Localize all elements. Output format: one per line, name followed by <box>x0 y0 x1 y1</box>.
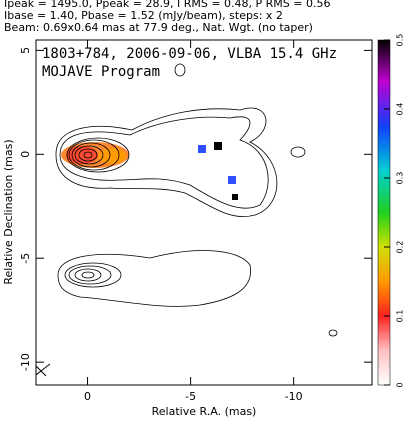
pol-blob <box>66 146 98 164</box>
map-subtitle: MOJAVE Program <box>42 64 160 80</box>
pol-blob <box>214 142 222 150</box>
contours <box>36 63 338 377</box>
pol-blob <box>98 148 126 164</box>
header-line: Ipeak = 1495.0, Ppeak = 28.9, I RMS = 0.… <box>4 0 331 10</box>
y-tick-label: -10 <box>19 353 32 371</box>
header-line: Ibase = 1.40, Pbase = 1.52 (mJy/beam), s… <box>4 9 283 22</box>
x-tick-label: -5 <box>185 390 196 403</box>
colorbar-tick-label: 0.2 <box>396 241 405 254</box>
y-tick-label: -5 <box>19 253 32 264</box>
pol-blob <box>198 145 206 153</box>
pol-blob <box>232 194 238 200</box>
colorbar-tick-label: 0.1 <box>396 310 405 323</box>
y-axis-label: Relative Declination (mas) <box>2 139 15 284</box>
map-title: 1803+784, 2006-09-06, VLBA 15.4 GHz <box>42 46 337 62</box>
pol-blob <box>228 176 236 184</box>
y-tick-label: 0 <box>19 151 32 158</box>
colorbar-tick-label: 0.4 <box>396 103 405 116</box>
plot-frame <box>35 39 373 386</box>
map <box>36 63 338 377</box>
colorbar-tick-label: 0 <box>396 382 405 387</box>
colorbar-tick-label: 0.3 <box>396 172 405 185</box>
colorbar-tick-label: 0.5 <box>396 34 405 47</box>
x-axis-label: Relative R.A. (mas) <box>152 405 257 418</box>
beam <box>36 363 51 377</box>
x-tick-label: 0 <box>84 390 91 403</box>
y-tick-label: 5 <box>19 47 32 54</box>
header-line: Beam: 0.69x0.64 mas at 77.9 deg., Nat. W… <box>4 21 313 34</box>
x-tick-label: -10 <box>285 390 303 403</box>
colorbar <box>377 39 391 386</box>
